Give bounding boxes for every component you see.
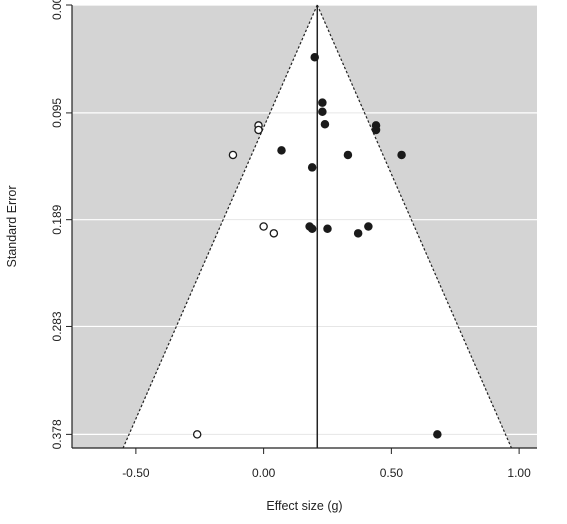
- filled-point-5: [371, 125, 381, 135]
- filled-point-7: [343, 150, 353, 160]
- y-tick-label-1: 0.095: [50, 98, 64, 128]
- filled-point-15: [433, 430, 442, 439]
- y-tick-label-0: 0.000: [50, 0, 64, 20]
- open-point-3: [259, 222, 268, 231]
- open-point-4: [269, 229, 279, 238]
- filled-point-0: [310, 53, 319, 62]
- filled-point-1: [318, 98, 327, 107]
- filled-point-11: [307, 224, 317, 234]
- y-tick-label-3: 0.283: [50, 311, 64, 341]
- y-axis-title: Standard Error: [5, 186, 19, 268]
- x-tick-label-3: 1.00: [507, 466, 531, 480]
- x-tick-label-1: 0.00: [252, 466, 276, 480]
- filled-point-13: [364, 222, 373, 231]
- filled-point-14: [353, 229, 363, 238]
- x-axis-title: Effect size (g): [266, 499, 342, 513]
- x-tick-label-2: 0.50: [380, 466, 404, 480]
- y-tick-label-2: 0.189: [50, 204, 64, 234]
- filled-point-6: [277, 146, 286, 155]
- y-axis-ticks: 0.000 0.095 0.189 0.283 0.378: [50, 0, 72, 449]
- data-points: [192, 53, 442, 439]
- y-tick-label-4: 0.378: [50, 419, 64, 449]
- filled-point-12: [323, 224, 332, 234]
- x-tick-label-0: -0.50: [122, 466, 150, 480]
- x-axis-ticks: -0.50 0.00 0.50 1.00: [122, 448, 531, 480]
- open-point-5: [192, 430, 202, 439]
- open-point-1: [254, 125, 263, 135]
- open-point-2: [228, 150, 238, 160]
- axes: [71, 5, 537, 449]
- filled-point-9: [307, 163, 317, 172]
- filled-point-2: [318, 107, 327, 117]
- filled-point-8: [397, 150, 406, 160]
- filled-point-3: [320, 120, 330, 129]
